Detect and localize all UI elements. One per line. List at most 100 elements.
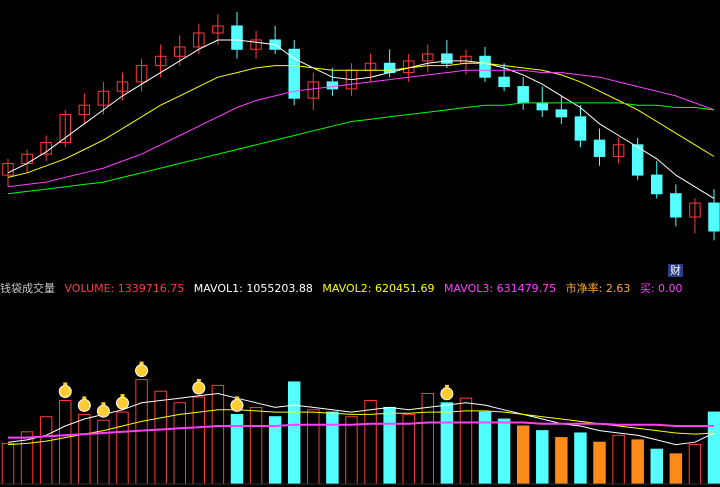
candle-body xyxy=(97,90,110,106)
volume-bar xyxy=(364,399,377,485)
moneybag-neck xyxy=(63,382,68,386)
candle-body xyxy=(231,25,243,50)
moneybag-neck xyxy=(82,396,87,400)
moneybag-icon xyxy=(115,394,129,410)
buy-signal-label: 买: 0.00 xyxy=(639,282,683,295)
moneybag-icon xyxy=(58,382,72,398)
volume-bar xyxy=(154,390,167,485)
moneybag-icon xyxy=(440,384,454,401)
moneybag-neck xyxy=(444,384,449,388)
pb-ratio-label: 市净率: 2.63 xyxy=(565,282,631,295)
candlestick-chart xyxy=(2,12,720,241)
candle-body xyxy=(498,76,510,88)
volume-bar xyxy=(249,406,263,485)
moneybag-shape xyxy=(96,404,110,418)
mavol1-label: MAVOL1: 1055203.88 xyxy=(193,282,313,295)
moneybag-icon xyxy=(230,396,244,412)
volume-bar xyxy=(345,416,358,485)
moneybag-shape xyxy=(77,398,91,412)
candle-body xyxy=(116,81,129,92)
volume-bar xyxy=(707,411,720,485)
moneybag-icon xyxy=(192,379,206,395)
volume-bar xyxy=(1,442,15,485)
candle-body xyxy=(326,81,339,90)
candle-body xyxy=(212,25,224,34)
moneybag-shape xyxy=(58,384,72,398)
ma-line-ma2 xyxy=(7,62,715,178)
moneybag-shape xyxy=(192,381,206,395)
candle-body xyxy=(154,55,167,67)
moneybag-icon xyxy=(135,361,149,378)
volume-bar xyxy=(39,416,53,485)
volume-chart xyxy=(0,361,720,485)
candle-body xyxy=(135,65,148,83)
volume-bar xyxy=(78,413,91,485)
indicator-info-bar: 钱袋成交量 VOLUME: 1339716.75 MAVOL1: 1055203… xyxy=(0,280,720,298)
moneybag-icon xyxy=(77,396,91,412)
volume-bar xyxy=(326,411,339,485)
ma-line-ma4 xyxy=(7,102,715,195)
moneybag-neck xyxy=(139,361,144,365)
mavol3-label: MAVOL3: 631479.75 xyxy=(444,282,557,295)
moneybag-icon xyxy=(96,402,110,418)
candle-body xyxy=(651,174,663,195)
volume-line-mavol1 xyxy=(7,392,715,446)
moneybag-shape xyxy=(135,364,149,378)
moneybag-neck xyxy=(234,396,239,400)
volume-label: VOLUME: 1339716.75 xyxy=(64,282,185,295)
volume-bar xyxy=(612,434,625,485)
candle-body xyxy=(517,86,529,104)
volume-bar xyxy=(287,381,301,485)
candle-body xyxy=(307,81,320,99)
candle-body xyxy=(441,53,453,64)
volume-bar xyxy=(59,399,72,485)
volume-bar xyxy=(192,396,206,485)
moneybag-shape xyxy=(230,398,244,412)
candle-body xyxy=(555,109,568,118)
moneybag-shape xyxy=(440,387,454,401)
volume-bar xyxy=(574,432,587,485)
volume-bar xyxy=(516,425,530,485)
candle-body xyxy=(59,114,71,143)
candle-body xyxy=(612,144,625,157)
finance-badge[interactable]: 财 xyxy=(668,264,683,277)
candle-body xyxy=(78,104,91,116)
volume-line-mavol2 xyxy=(7,409,715,446)
volume-bar xyxy=(307,409,320,485)
volume-bar xyxy=(650,448,663,485)
volume-bar xyxy=(631,439,644,485)
volume-bar xyxy=(402,413,415,485)
mavol2-label: MAVOL2: 620451.69 xyxy=(322,282,435,295)
candle-body xyxy=(631,144,644,176)
candle-body xyxy=(250,39,262,50)
moneybag-neck xyxy=(101,402,106,406)
moneybag-neck xyxy=(196,379,201,382)
candle-body xyxy=(593,139,606,157)
candle-body xyxy=(708,202,720,232)
candle-body xyxy=(670,193,682,218)
volume-bar xyxy=(555,437,568,485)
volume-bar xyxy=(440,402,454,485)
candle-body xyxy=(574,116,587,141)
moneybag-shape xyxy=(115,396,129,410)
candle-body xyxy=(479,55,491,78)
volume-line-mavol3 xyxy=(8,421,714,439)
volume-bar xyxy=(593,441,606,485)
indicator-title: 钱袋成交量 xyxy=(0,282,55,295)
candle-body xyxy=(288,48,300,99)
volume-bar xyxy=(497,418,511,485)
volume-bar xyxy=(536,430,549,485)
ma-line-ma1 xyxy=(7,39,715,199)
volume-bar xyxy=(230,413,244,485)
volume-bar xyxy=(116,411,129,485)
volume-bar xyxy=(211,384,225,485)
candle-body xyxy=(422,53,434,62)
candle-body xyxy=(2,162,14,176)
volume-bar xyxy=(669,453,683,485)
ma-line-ma3 xyxy=(7,69,715,188)
candle-body xyxy=(173,46,186,57)
moneybag-neck xyxy=(120,394,125,398)
volume-bar xyxy=(383,406,396,485)
candle-body xyxy=(689,202,701,218)
volume-bar xyxy=(688,444,702,485)
